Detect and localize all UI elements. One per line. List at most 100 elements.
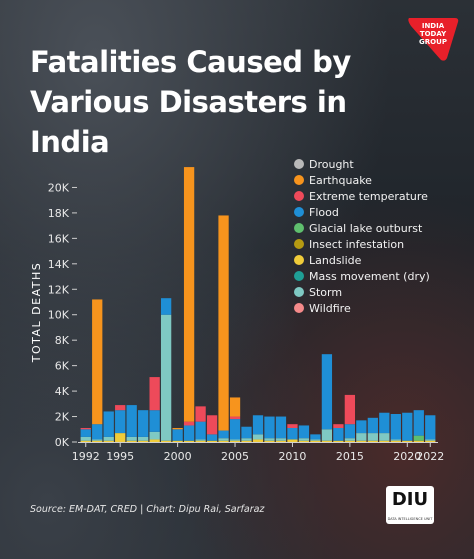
bar-segment-1999-landslide [160, 440, 172, 442]
bars [80, 167, 436, 442]
bar-segment-2001-extreme-temperature [183, 421, 195, 426]
bar-segment-2017-storm [367, 433, 378, 441]
legend-swatch [294, 287, 304, 297]
bar-segment-1993-landslide [92, 440, 103, 442]
bar-segment-2009-flood [275, 416, 287, 439]
bar-segment-2001-flood [183, 425, 195, 441]
diu-logo-mark: DIU [391, 489, 429, 510]
bar-segment-1996-flood [126, 405, 137, 437]
bar-segment-2000-earthquake [172, 428, 183, 430]
bar-segment-2014-flood [333, 428, 344, 441]
bar-segment-2014-extreme-temperature [333, 424, 344, 428]
bar-segment-2016-landslide [356, 440, 367, 442]
india-today-logo: INDIA TODAY GROUP [408, 18, 459, 61]
x-tick-label: 2005 [221, 450, 249, 463]
legend-label: Extreme temperature [309, 189, 428, 203]
bar-segment-2011-storm [298, 438, 310, 441]
bar-segment-2015-extreme-temperature [344, 394, 356, 425]
x-tick-label: 2000 [164, 450, 192, 463]
bar-segment-2005-earthquake [229, 397, 241, 417]
y-tick-label: 0K [55, 436, 70, 449]
x-tick-label: 1995 [106, 450, 134, 463]
legend-item: Drought [294, 156, 470, 172]
bar-segment-2013-storm [321, 429, 333, 441]
bar-segment-1997-flood [138, 410, 149, 437]
legend: Drought Earthquake Extreme temperature Floo… [294, 156, 470, 316]
bar-segment-2012-flood [310, 434, 321, 440]
bar-segment-2000-landslide [172, 440, 183, 442]
svg-text:TODAY: TODAY [420, 30, 447, 38]
bar-segment-2019-landslide [390, 440, 401, 442]
y-tick-label: 16K [48, 232, 70, 245]
legend-swatch [294, 223, 304, 233]
bar-segment-2002-storm [195, 439, 206, 441]
bar-segment-1998-flood [149, 410, 160, 432]
source-credit: Source: EM-DAT, CRED | Chart: Dipu Rai, … [30, 504, 265, 515]
x-tick-label: 1992 [72, 450, 100, 463]
bar-segment-1998-extreme-temperature [149, 377, 160, 411]
bar-segment-2022-flood [425, 415, 436, 440]
bar-segment-2017-landslide [367, 440, 378, 442]
bar-segment-1996-landslide [126, 440, 137, 442]
bar-segment-2003-landslide [206, 440, 218, 442]
diu-logo: DIU DATA INTELLIGENCE UNIT [386, 486, 434, 524]
bar-segment-2010-extreme-temperature [287, 424, 298, 428]
bar-segment-1992-storm [80, 436, 91, 441]
bar-segment-1998-storm [149, 431, 160, 440]
bar-segment-2011-flood [298, 425, 310, 439]
legend-swatch [294, 303, 304, 313]
bar-segment-1994-landslide [103, 440, 114, 442]
bar-segment-2022-storm [425, 439, 436, 441]
bar-segment-1997-landslide [138, 440, 149, 442]
bar-segment-2014-landslide [333, 440, 344, 442]
bar-segment-2018-storm [379, 433, 390, 441]
bar-segment-2003-extreme-temperature [206, 415, 218, 435]
bar-segment-2005-flood [229, 419, 241, 440]
bar-segment-1993-storm [92, 439, 103, 441]
bar-segment-2015-flood [344, 424, 356, 439]
legend-item: Landslide [294, 252, 470, 268]
legend-item: Flood [294, 204, 470, 220]
x-tick-label: 2010 [278, 450, 306, 463]
bar-segment-2021-glacial-lake-outburst [413, 435, 424, 441]
bar-segment-2006-storm [241, 438, 252, 441]
bar-segment-2019-storm [390, 439, 401, 441]
bar-segment-1994-storm [103, 436, 114, 441]
y-tick-label: 8K [55, 334, 70, 347]
svg-text:INDIA: INDIA [422, 22, 445, 30]
bar-segment-2021-flood [413, 410, 424, 436]
bar-segment-2015-landslide [344, 440, 356, 442]
bar-segment-2018-landslide [379, 440, 390, 442]
legend-label: Drought [309, 157, 354, 171]
legend-swatch [294, 239, 304, 249]
legend-item: Insect infestation [294, 236, 470, 252]
bar-segment-2004-earthquake [218, 215, 229, 431]
legend-swatch [294, 271, 304, 281]
svg-text:GROUP: GROUP [419, 38, 447, 46]
bar-segment-2022-landslide [425, 440, 436, 442]
y-tick-label: 2K [55, 411, 70, 424]
bar-segment-1992-extreme-temperature [80, 428, 91, 430]
legend-item: Wildfire [294, 300, 470, 316]
bar-segment-2005-landslide [229, 440, 241, 442]
bar-segment-2021-landslide [413, 440, 424, 442]
bar-segment-1995-landslide [115, 433, 126, 442]
bar-segment-2009-storm [275, 438, 287, 441]
legend-label: Wildfire [309, 301, 351, 315]
legend-swatch [294, 175, 304, 185]
legend-label: Flood [309, 205, 339, 219]
bar-segment-2020-flood [402, 412, 413, 441]
y-tick-label: 10K [48, 309, 70, 322]
chart-title: Fatalities Caused by Various Disasters i… [30, 45, 351, 159]
bar-segment-2012-storm [310, 439, 321, 441]
bar-segment-2008-flood [264, 416, 275, 439]
bar-segment-2002-flood [195, 421, 206, 440]
diu-logo-caption: DATA INTELLIGENCE UNIT [387, 517, 433, 521]
bar-segment-2013-landslide [321, 440, 333, 442]
bar-segment-1997-storm [138, 436, 149, 441]
legend-label: Landslide [309, 253, 362, 267]
legend-label: Mass movement (dry) [309, 269, 430, 283]
legend-item: Glacial lake outburst [294, 220, 470, 236]
